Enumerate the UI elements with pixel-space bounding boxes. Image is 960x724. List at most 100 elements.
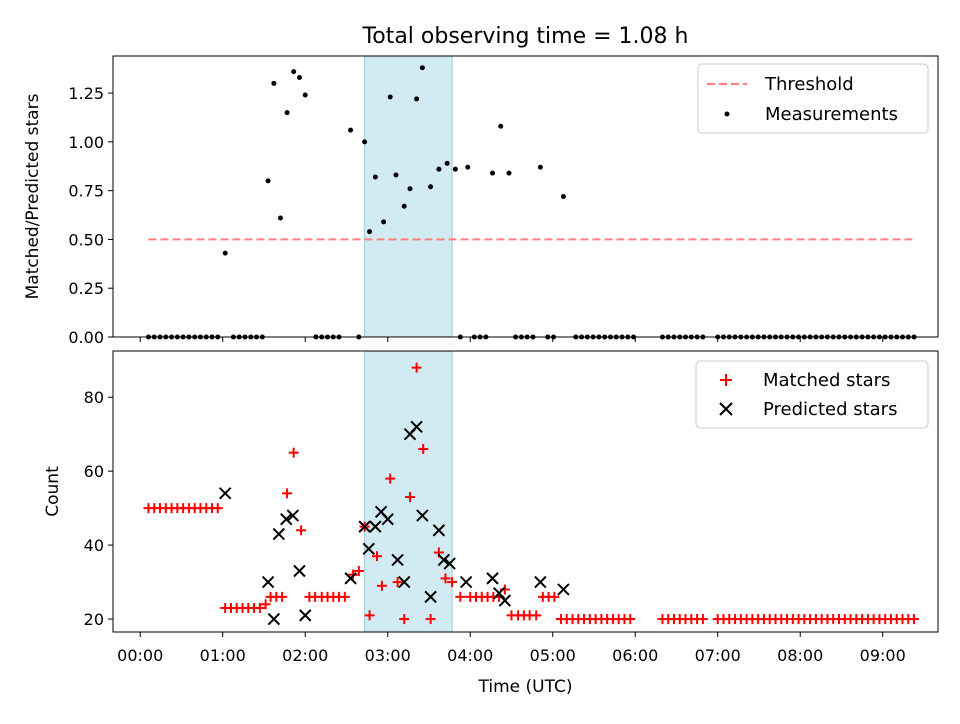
x-tick-label: 00:00 xyxy=(117,646,163,665)
measurement-point xyxy=(498,123,504,129)
top-y-tick-label: 0.25 xyxy=(68,279,104,298)
x-axis-label: Time (UTC) xyxy=(478,677,573,697)
measurement-point xyxy=(271,80,277,86)
predicted-star-point xyxy=(492,586,506,600)
matched-star-point xyxy=(549,591,560,602)
matched-star-point xyxy=(260,599,271,610)
measurement-point xyxy=(490,170,495,176)
bottom-legend: Matched stars Predicted stars xyxy=(695,360,929,429)
legend-matched-label: Matched stars xyxy=(763,370,890,391)
predicted-star-point xyxy=(280,513,293,526)
legend-threshold-label: Threshold xyxy=(764,74,854,95)
predicted-star-point xyxy=(218,487,232,500)
matched-star-point xyxy=(296,525,307,536)
measurement-point xyxy=(367,229,373,235)
predicted-star-point xyxy=(398,575,411,589)
measurement-point xyxy=(414,96,420,102)
matched-star-point xyxy=(411,362,422,373)
matched-star-point xyxy=(697,614,708,625)
predicted-star-point xyxy=(557,583,570,596)
legend-measurements-label: Measurements xyxy=(765,104,898,125)
matched-star-point xyxy=(418,443,429,454)
measurement-point xyxy=(506,170,512,176)
x-tick-label: 06:00 xyxy=(612,646,658,665)
predicted-star-point xyxy=(261,575,275,589)
matched-star-point xyxy=(447,577,458,588)
measurement-point xyxy=(419,65,425,71)
bottom-panel: 20 40 60 80 00:00 01:00 02:00 03:00 04:00 05:00 0… xyxy=(43,350,939,697)
matched-star-point xyxy=(625,614,636,625)
matched-star-point xyxy=(353,565,364,576)
matched-star-point xyxy=(339,591,350,602)
x-tick-label: 07:00 xyxy=(695,646,741,665)
top-legend: Threshold Measurements xyxy=(697,63,929,134)
predicted-star-point xyxy=(437,553,451,567)
predicted-star-point xyxy=(432,524,446,537)
measurement-point xyxy=(436,166,442,172)
top-panel: 0.00 0.25 0.50 0.75 1.00 1.25 Total observing… xyxy=(23,24,939,347)
measurement-point xyxy=(393,172,399,178)
matched-star-point xyxy=(425,614,436,625)
predicted-star-point xyxy=(416,509,429,522)
legend-predicted-swatch xyxy=(719,402,733,416)
bottom-y-tick-label: 20 xyxy=(84,610,104,629)
matched-star-point xyxy=(254,602,265,613)
x-tick-label: 03:00 xyxy=(365,646,411,665)
matched-star-point xyxy=(399,614,410,625)
bottom-y-axis-label: Count xyxy=(43,466,63,517)
top-chart-title: Total observing time = 1.08 h xyxy=(362,24,689,49)
matched-star-point xyxy=(277,591,288,602)
matched-star-point xyxy=(212,503,223,514)
measurement-point xyxy=(401,203,407,209)
predicted-star-point xyxy=(267,612,281,626)
measurement-point xyxy=(381,219,387,225)
bottom-y-tick-label: 40 xyxy=(84,536,104,555)
measurement-point xyxy=(291,69,297,75)
x-tick-label: 04:00 xyxy=(447,646,493,665)
matched-star-point xyxy=(364,610,375,621)
measurement-point xyxy=(444,160,450,166)
measurement-point xyxy=(537,164,543,170)
measurement-point xyxy=(428,184,434,190)
predicted-star-point xyxy=(362,542,375,556)
bottom-shaded-region xyxy=(364,350,453,633)
matched-star-point xyxy=(376,580,387,591)
measurement-point xyxy=(362,139,368,145)
predicted-star-point xyxy=(459,575,473,589)
measurement-point xyxy=(560,194,566,199)
bottom-axes-frame xyxy=(112,350,939,633)
top-y-axis-label: Matched/Predicted stars xyxy=(23,93,43,299)
predicted-star-point xyxy=(381,513,394,526)
predicted-star-point xyxy=(498,594,512,607)
measurement-point xyxy=(348,127,354,133)
top-y-tick-label: 1.25 xyxy=(68,84,104,103)
top-axes-frame xyxy=(112,55,939,338)
legend-predicted-label: Predicted stars xyxy=(763,399,897,420)
measurement-point xyxy=(372,174,378,180)
measurement-point xyxy=(277,215,283,221)
predicted-star-point xyxy=(391,553,404,567)
measurement-point xyxy=(222,250,228,256)
top-legend-box xyxy=(697,63,929,134)
predicted-star-point xyxy=(486,572,499,585)
predicted-star-point xyxy=(286,509,300,522)
x-tick-label: 08:00 xyxy=(777,646,823,665)
bottom-legend-box xyxy=(695,360,929,429)
top-y-tick-label: 0.50 xyxy=(68,230,104,249)
x-tick-label: 01:00 xyxy=(200,646,246,665)
bottom-y-tick-label: 80 xyxy=(84,388,104,407)
matched-star-point xyxy=(440,573,451,584)
predicted-star-point xyxy=(299,609,312,622)
predicted-star-point xyxy=(534,575,547,589)
legend-matched-swatch xyxy=(720,374,732,386)
x-tick-label: 05:00 xyxy=(530,646,576,665)
top-shaded-region xyxy=(364,55,453,338)
x-tick-label: 02:00 xyxy=(282,646,328,665)
legend-measurements-swatch xyxy=(724,111,730,117)
predicted-star-point xyxy=(424,590,437,604)
matched-star-point xyxy=(909,614,920,625)
top-y-tick-label: 0.75 xyxy=(68,182,104,201)
matched-star-point xyxy=(405,492,415,503)
measurement-point xyxy=(265,178,271,184)
